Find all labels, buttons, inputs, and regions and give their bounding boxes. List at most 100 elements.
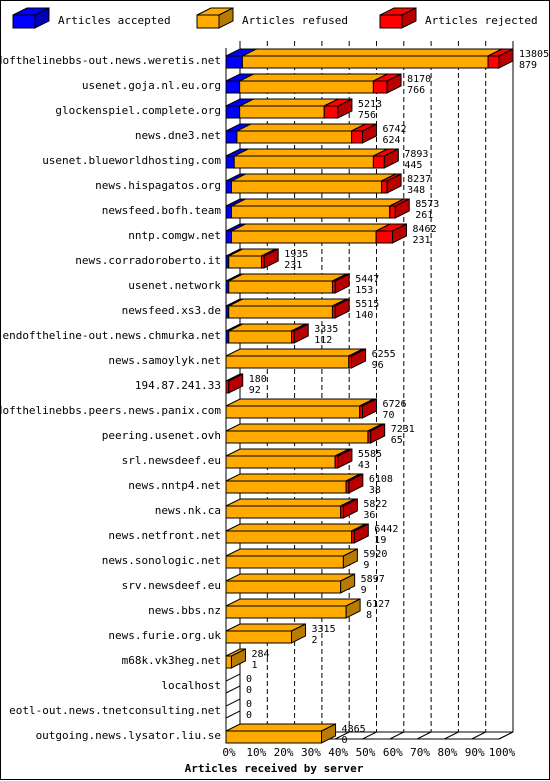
total-label: 8462 bbox=[413, 224, 437, 235]
bar-rejected-front bbox=[389, 205, 396, 219]
server-label: news.samoylyk.net bbox=[108, 354, 221, 367]
total-label: 6127 bbox=[366, 599, 390, 610]
bar-refused-front bbox=[230, 180, 383, 194]
bar-refused-top bbox=[231, 223, 391, 232]
total-label: 4865 bbox=[342, 724, 366, 735]
bar-rejected bbox=[381, 173, 402, 194]
bar-refused-side bbox=[345, 598, 361, 619]
bar-refused-front bbox=[228, 330, 293, 344]
bar-refused bbox=[236, 123, 367, 144]
bar-rejected-side bbox=[392, 223, 408, 244]
rejected-label: 8 bbox=[366, 610, 372, 621]
bar-rejected-front bbox=[323, 105, 339, 119]
rejected-label: 879 bbox=[519, 60, 537, 71]
bar-refused-top bbox=[225, 573, 355, 582]
bar-empty bbox=[225, 673, 241, 694]
labels: endofthelinebbs-out.news.weretis.net 1380… bbox=[1, 49, 549, 746]
rejected-label: 0 bbox=[246, 710, 252, 721]
bar-rejected bbox=[375, 223, 408, 244]
bars bbox=[225, 48, 514, 744]
rejected-label: 9 bbox=[363, 560, 369, 571]
bar-refused bbox=[230, 198, 405, 219]
rejected-label: 261 bbox=[415, 210, 433, 221]
bar-rejected bbox=[340, 498, 358, 519]
bar-refused-front bbox=[225, 355, 350, 369]
total-label: 6742 bbox=[383, 124, 407, 135]
server-label: newsfeed.xs3.de bbox=[122, 304, 221, 317]
bar-rejected-front bbox=[372, 80, 388, 94]
bar-refused bbox=[225, 498, 356, 519]
bar-empty bbox=[225, 698, 241, 719]
bar-rejected-side bbox=[263, 248, 279, 269]
total-label: 5515 bbox=[355, 299, 379, 310]
bar-refused-front bbox=[228, 280, 333, 294]
bar-refused bbox=[225, 548, 358, 569]
server-label: peering.usenet.ovh bbox=[102, 429, 221, 442]
total-label: 5920 bbox=[363, 549, 387, 560]
total-label: 180 bbox=[249, 374, 267, 385]
bar-accepted-front bbox=[225, 155, 235, 169]
bar-rejected-side bbox=[353, 523, 369, 544]
rejected-label: 0 bbox=[342, 735, 348, 746]
bar-refused-top bbox=[225, 723, 336, 732]
bar-rejected-side bbox=[383, 148, 399, 169]
bar-refused bbox=[228, 273, 347, 294]
bar-refused bbox=[225, 523, 367, 544]
server-label: m68k.vk3heg.net bbox=[122, 654, 221, 667]
bar-refused-top bbox=[236, 123, 366, 132]
legend-label: Articles accepted bbox=[58, 14, 171, 27]
bar-refused-top bbox=[225, 423, 383, 432]
x-tick-label: 90% bbox=[465, 746, 485, 759]
total-label: 6255 bbox=[372, 349, 396, 360]
server-label: news.furie.org.uk bbox=[108, 629, 221, 642]
rejected-label: 153 bbox=[355, 285, 373, 296]
bar-refused bbox=[225, 398, 375, 419]
rejected-label: 624 bbox=[383, 135, 401, 146]
bar-rejected bbox=[367, 423, 386, 444]
bar-refused-front bbox=[225, 455, 336, 469]
bar-rejected bbox=[389, 198, 410, 219]
x-tick-label: 60% bbox=[383, 746, 403, 759]
legend-swatch-front bbox=[379, 14, 403, 29]
bar-refused bbox=[225, 648, 246, 669]
bar-refused-front bbox=[239, 80, 374, 94]
bar-rejected bbox=[345, 473, 364, 494]
total-label: 13805 bbox=[519, 49, 549, 60]
rejected-label: 231 bbox=[413, 235, 431, 246]
total-label: 7893 bbox=[404, 149, 428, 160]
bar-refused-top bbox=[225, 448, 350, 457]
bar-refused bbox=[230, 223, 391, 244]
legend-item: Articles rejected bbox=[379, 7, 538, 29]
x-axis-title: Articles received by server bbox=[185, 762, 364, 775]
server-label: news.corradoroberto.it bbox=[75, 254, 221, 267]
floor-tick bbox=[416, 731, 432, 740]
server-label: srv.newsdeef.eu bbox=[122, 579, 221, 592]
rejected-label: 112 bbox=[314, 335, 332, 346]
bar-rejected bbox=[351, 523, 369, 544]
bar-refused bbox=[225, 348, 364, 369]
x-tick-label: 70% bbox=[410, 746, 430, 759]
rejected-label: 9 bbox=[361, 585, 367, 596]
bar-accepted-front bbox=[225, 80, 241, 94]
server-label: news.dne3.net bbox=[135, 129, 221, 142]
legend-swatch bbox=[196, 7, 234, 29]
rejected-label: 19 bbox=[374, 535, 386, 546]
x-tick-label: 80% bbox=[437, 746, 457, 759]
bar-refused-front bbox=[230, 230, 377, 244]
rejected-label: 2 bbox=[312, 635, 318, 646]
bar-refused-top bbox=[228, 298, 347, 307]
bar-rejected-side bbox=[342, 498, 358, 519]
bar-refused-top bbox=[231, 173, 396, 182]
bar-rejected-side bbox=[386, 73, 402, 94]
bar-rejected bbox=[359, 398, 377, 419]
bar-refused-front bbox=[225, 555, 344, 569]
bar-refused bbox=[225, 473, 361, 494]
bar-refused-front bbox=[225, 405, 361, 419]
server-label: srl.newsdeef.eu bbox=[122, 454, 221, 467]
bar-refused-top bbox=[225, 348, 364, 357]
rejected-label: 38 bbox=[369, 485, 381, 496]
bar-rejected-side bbox=[370, 423, 386, 444]
bar-rejected bbox=[260, 248, 279, 269]
